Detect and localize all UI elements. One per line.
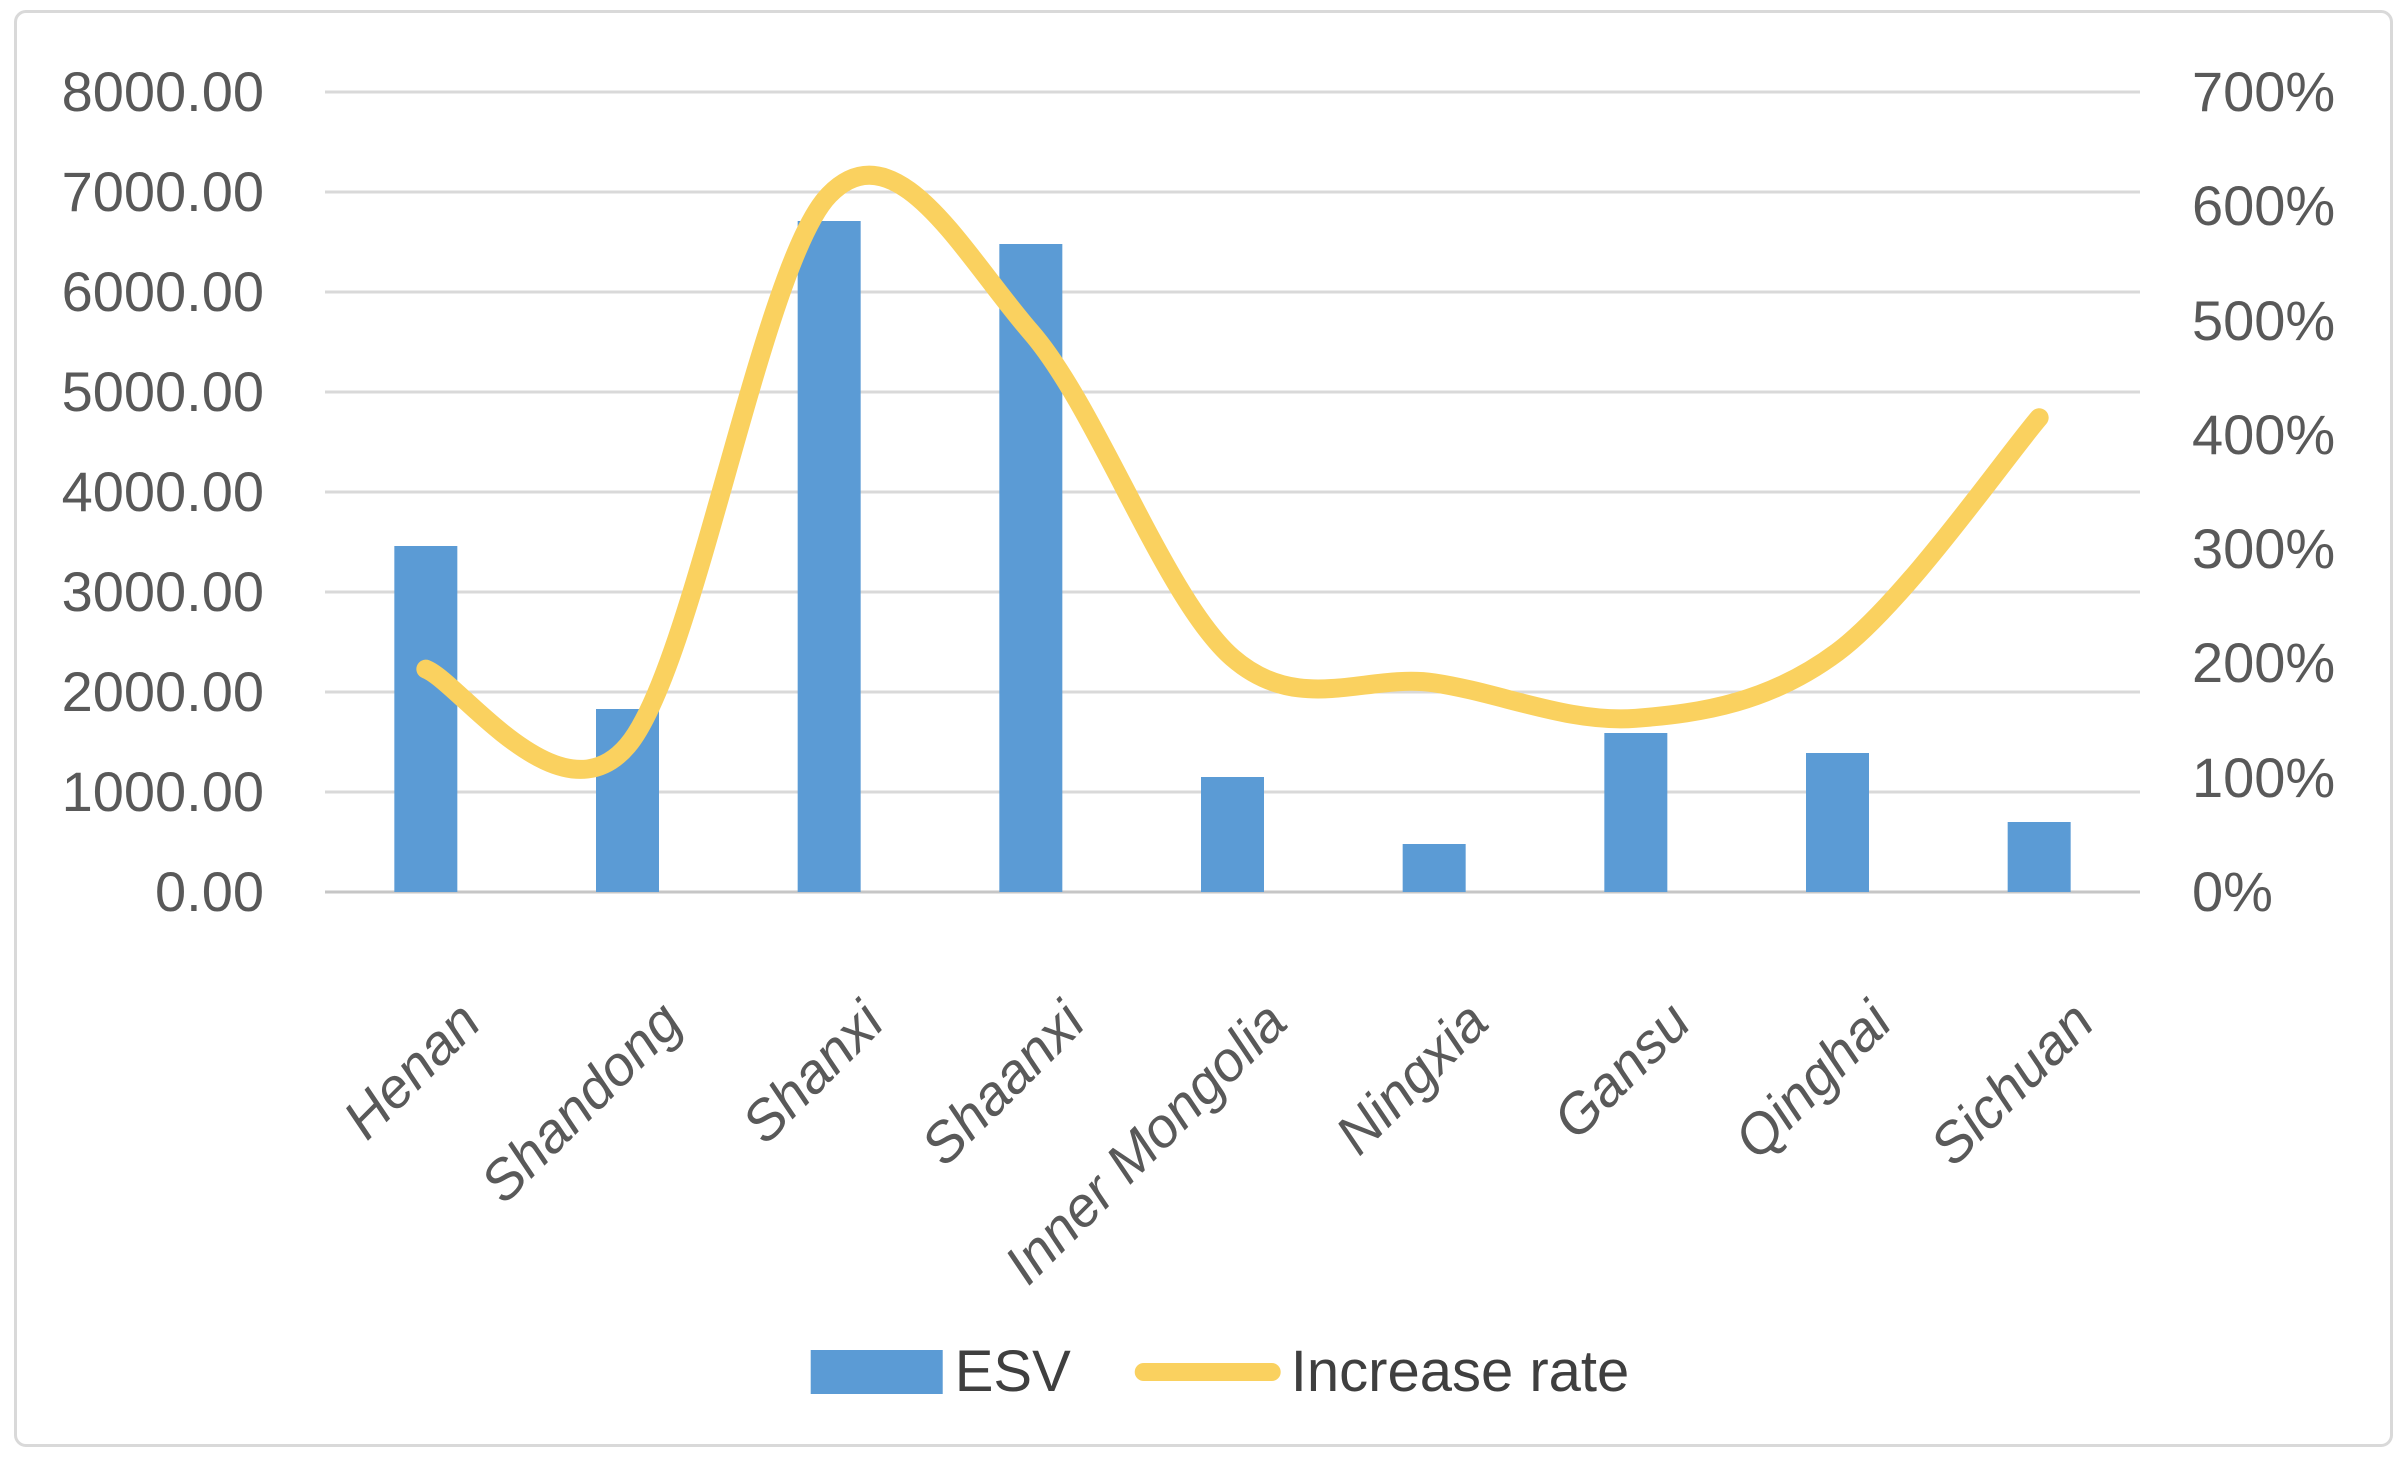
right-axis-tick-label: 300% xyxy=(2192,517,2336,581)
right-axis-tick-label: 100% xyxy=(2192,745,2336,809)
right-axis-tick-label: 500% xyxy=(2192,288,2336,352)
legend-esv-label: ESV xyxy=(954,1339,1071,1404)
legend-esv-swatch xyxy=(810,1350,943,1394)
bar-qinghai xyxy=(1806,753,1869,892)
left-axis-tick-label: 0.00 xyxy=(155,860,264,923)
increase-rate-line xyxy=(416,165,2049,779)
left-axis-tick-label: 5000.00 xyxy=(61,360,264,423)
left-axis-tick-label: 7000.00 xyxy=(61,160,264,223)
bar-gansu xyxy=(1604,733,1668,892)
legend: ESV Increase rate xyxy=(810,1338,1630,1406)
left-axis-tick-label: 1000.00 xyxy=(61,760,264,823)
right-axis-tick-label: 200% xyxy=(2192,631,2336,695)
bar-henan xyxy=(394,546,458,892)
right-axis-tick-label: 600% xyxy=(2192,174,2336,238)
left-axis-tick-label: 8000.00 xyxy=(61,60,264,123)
left-axis-tick-label: 3000.00 xyxy=(61,560,264,623)
legend-increase-rate-label: Increase rate xyxy=(1290,1339,1630,1404)
bar-sichuan xyxy=(2007,822,2071,892)
left-axis-tick-label: 6000.00 xyxy=(61,260,264,323)
right-axis-tick-label: 400% xyxy=(2192,402,2336,466)
left-axis-tick-label: 2000.00 xyxy=(61,660,264,723)
left-axis-tick-label: 4000.00 xyxy=(61,460,264,523)
bar-shanxi xyxy=(797,221,861,892)
right-axis-tick-label: 0% xyxy=(2192,860,2273,923)
bar-inner-mongolia xyxy=(1201,777,1264,892)
legend-increase-rate-swatch xyxy=(1134,1363,1281,1381)
bar-ningxia xyxy=(1402,844,1466,892)
right-axis-tick-label: 700% xyxy=(2192,60,2336,123)
